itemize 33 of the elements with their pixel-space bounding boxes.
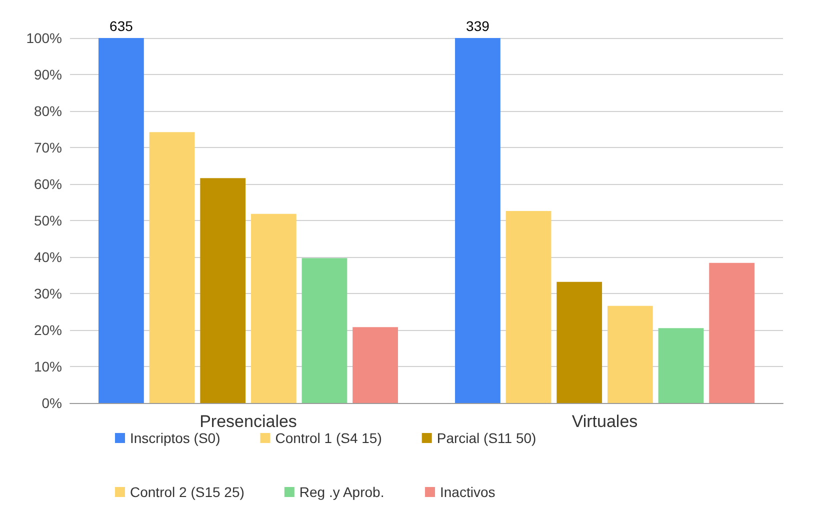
x-tick-label: Virtuales bbox=[572, 412, 638, 431]
bar bbox=[658, 328, 704, 403]
y-tick-label: 40% bbox=[34, 249, 62, 265]
bar bbox=[556, 282, 602, 403]
bar bbox=[352, 327, 398, 403]
legend-label: Control 2 (S15 25) bbox=[130, 484, 244, 500]
x-tick-label: Presenciales bbox=[200, 412, 297, 431]
bar bbox=[200, 178, 246, 403]
bar bbox=[302, 258, 348, 403]
bar bbox=[607, 306, 653, 403]
y-tick-label: 30% bbox=[34, 286, 62, 302]
y-tick-label: 0% bbox=[42, 395, 62, 411]
bar bbox=[709, 262, 754, 403]
legend-label: Reg .y Aprob. bbox=[299, 484, 384, 500]
bar bbox=[506, 211, 552, 403]
text: 635 bbox=[110, 18, 134, 34]
bar bbox=[250, 214, 296, 403]
bar bbox=[149, 132, 195, 403]
y-tick-label: 80% bbox=[34, 103, 62, 119]
legend-label: Inactivos bbox=[440, 484, 496, 500]
bar bbox=[455, 38, 500, 403]
y-tick-label: 20% bbox=[34, 322, 62, 338]
y-tick-label: 70% bbox=[34, 140, 62, 156]
y-tick-label: 50% bbox=[34, 212, 62, 228]
y-tick-label: 60% bbox=[34, 176, 62, 192]
legend-label: Control 1 (S4 15) bbox=[275, 430, 382, 446]
bar bbox=[98, 38, 144, 403]
legend-label: Parcial (S11 50) bbox=[436, 430, 536, 446]
text: 339 bbox=[466, 18, 490, 34]
y-tick-label: 100% bbox=[26, 30, 62, 46]
legend-label: Inscriptos (S0) bbox=[130, 430, 220, 446]
y-tick-label: 10% bbox=[34, 358, 62, 374]
y-tick-label: 90% bbox=[34, 66, 62, 82]
